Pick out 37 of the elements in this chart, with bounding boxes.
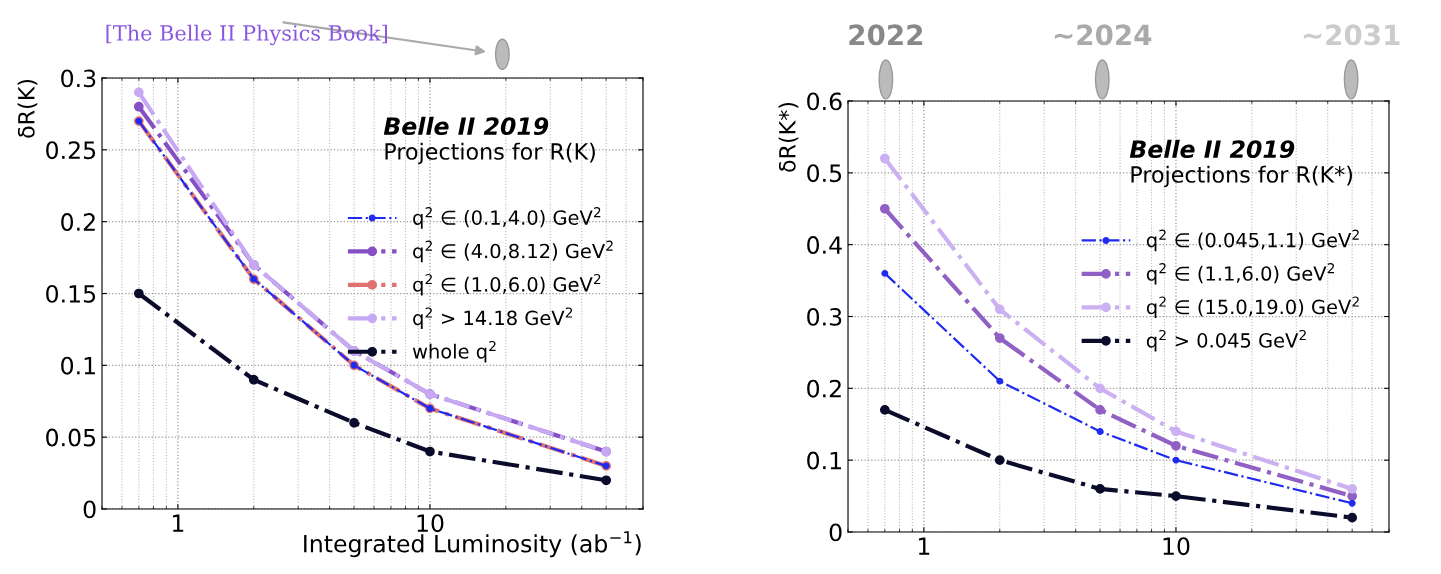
y-tick-label: 0.1: [61, 356, 95, 375]
legend-label: q$^{2}$ ∈ (15.0,19.0) GeV$^{2}$: [1146, 296, 1359, 319]
y-tick-label: 0.4: [807, 236, 842, 254]
x-tick-label: 10: [1163, 537, 1190, 556]
legend-label: q$^{2}$ ∈ (1.1,6.0) GeV$^{2}$: [1146, 263, 1335, 285]
y-axis-title: δR(K*): [778, 102, 799, 172]
y-tick-label: 0.5: [807, 164, 842, 183]
x-tick-label: 10: [417, 514, 444, 533]
y-tick-label: 0: [83, 500, 96, 519]
y-tick-label: 0: [829, 523, 842, 542]
y-tick-label: 0.25: [46, 141, 96, 160]
y-tick-label: 0.3: [61, 69, 96, 88]
legend-label: q$^{2}$ ∈ (1.0,6.0) GeV$^{2}$: [413, 273, 601, 296]
legend-label: q$^{2}$ ∈ (0.045,1.1) GeV$^{2}$: [1146, 229, 1359, 252]
text: ~2024: [1054, 24, 1152, 46]
x-axis-title: Integrated Luminosity (ab$^{−1}$): [304, 531, 641, 558]
y-tick-label: 0.15: [46, 284, 96, 303]
y-tick-label: 0.3: [807, 307, 842, 326]
x-tick-label: 1: [172, 514, 184, 532]
text: 2022: [849, 24, 923, 46]
y-tick-label: 0.1: [807, 451, 841, 470]
text: Projections for R(K*): [1131, 165, 1353, 188]
text: Belle II 2019: [383, 116, 549, 136]
text: [The Belle II Physics Book]: [106, 24, 387, 46]
x-tick-label: 1: [918, 537, 930, 555]
y-tick-label: 0.05: [46, 428, 96, 447]
legend-label: q$^{2}$ ∈ (0.1,4.0) GeV$^{2}$: [413, 207, 601, 229]
text: Belle II 2019: [1129, 139, 1295, 159]
legend-label: q$^{2}$ ∈ (4.0,8.12) GeV$^{2}$: [413, 240, 613, 263]
y-tick-label: 0.6: [807, 92, 842, 111]
legend-label: q$^{2}$ > 14.18 GeV$^{2}$: [413, 307, 573, 330]
y-tick-label: 0.2: [61, 213, 95, 231]
legend-label: whole q$^{2}$: [412, 340, 496, 363]
text: Projections for R(K): [385, 142, 595, 165]
legend-label: q$^{2}$ > 0.045 GeV$^{2}$: [1146, 329, 1306, 352]
y-tick-label: 0.2: [807, 379, 841, 398]
y-axis-title: δR(K): [17, 79, 38, 138]
